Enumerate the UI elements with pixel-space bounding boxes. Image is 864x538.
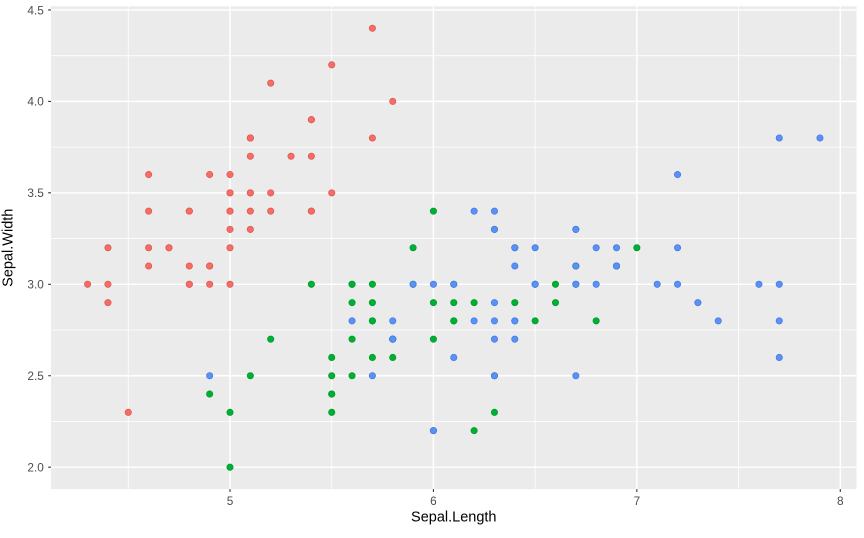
svg-text:5: 5 xyxy=(227,494,234,508)
svg-text:4.0: 4.0 xyxy=(27,95,44,109)
svg-text:3.0: 3.0 xyxy=(27,278,44,292)
svg-text:6: 6 xyxy=(430,494,437,508)
svg-text:8: 8 xyxy=(837,494,844,508)
svg-text:Sepal.Width: Sepal.Width xyxy=(1,209,17,287)
svg-text:Sepal.Length: Sepal.Length xyxy=(411,509,496,525)
svg-text:2.0: 2.0 xyxy=(27,461,44,475)
svg-text:3.5: 3.5 xyxy=(27,186,44,200)
svg-text:2.5: 2.5 xyxy=(27,369,44,383)
svg-text:7: 7 xyxy=(634,494,641,508)
svg-text:4.5: 4.5 xyxy=(27,3,44,17)
